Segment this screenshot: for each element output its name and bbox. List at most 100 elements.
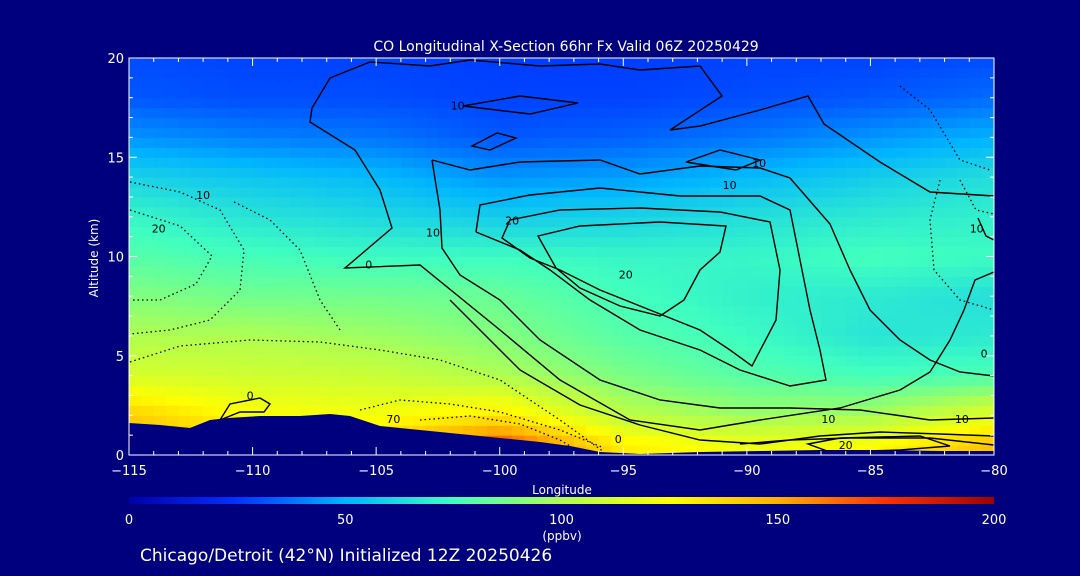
field-cell (981, 445, 994, 455)
field-cell (709, 177, 723, 188)
field-cell (783, 415, 797, 426)
field-cell (771, 385, 785, 396)
field-cell (821, 355, 834, 367)
field-cell (129, 296, 142, 307)
field-cell (166, 167, 180, 178)
field-cell (722, 256, 736, 267)
field-cell (339, 87, 353, 99)
field-cell (746, 67, 760, 79)
field-cell (969, 276, 983, 287)
field-cell (771, 147, 785, 158)
field-cell (845, 365, 859, 377)
field-cell (734, 266, 748, 277)
field-cell (524, 137, 538, 148)
field-cell (573, 365, 587, 377)
field-cell (462, 395, 476, 406)
field-cell (141, 296, 155, 307)
field-cell (339, 405, 353, 416)
field-cell (388, 187, 402, 198)
field-cell (944, 276, 958, 287)
field-cell (969, 196, 983, 208)
field-cell (722, 127, 736, 138)
field-cell (413, 415, 427, 426)
field-cell (487, 77, 501, 89)
field-cell (895, 355, 909, 367)
field-cell (215, 137, 229, 148)
field-cell (166, 375, 180, 387)
field-cell (425, 395, 439, 406)
field-cell (326, 306, 340, 317)
field-cell (277, 206, 291, 218)
field-cell (351, 375, 365, 387)
field-cell (821, 127, 834, 138)
field-cell (845, 296, 859, 307)
field-cell (956, 107, 970, 119)
field-cell (759, 345, 773, 357)
field-cell (685, 58, 699, 69)
field-cell (796, 256, 810, 267)
contour-line (462, 95, 579, 115)
field-cell (339, 58, 353, 69)
field-cell (400, 147, 414, 158)
field-cell (462, 117, 476, 129)
field-cell (536, 345, 550, 357)
field-cell (475, 67, 488, 79)
field-cell (351, 107, 365, 119)
field-cell (339, 216, 353, 228)
field-cell (561, 216, 575, 228)
field-cell (277, 216, 291, 228)
field-cell (425, 276, 439, 287)
field-cell (437, 187, 451, 198)
field-cell (549, 77, 563, 89)
field-cell (339, 385, 353, 396)
field-cell (252, 216, 266, 228)
field-cell (722, 216, 736, 228)
field-cell (252, 97, 266, 109)
field-cell (969, 206, 983, 218)
field-cell (314, 365, 328, 377)
field-cell (524, 97, 538, 109)
field-cell (561, 137, 575, 148)
field-cell (240, 355, 254, 367)
field-cell (808, 67, 822, 79)
field-cell (487, 167, 501, 178)
field-cell (190, 226, 204, 238)
field-cell (821, 147, 834, 158)
field-cell (808, 266, 822, 277)
field-cell (907, 445, 921, 455)
field-cell (919, 77, 933, 89)
field-cell (166, 385, 180, 396)
field-cell (932, 296, 946, 307)
field-cell (351, 355, 365, 367)
field-cell (648, 127, 661, 138)
field-cell (870, 177, 884, 188)
field-cell (722, 107, 736, 119)
field-cell (746, 345, 760, 357)
field-cell (610, 405, 624, 416)
field-cell (487, 326, 501, 337)
field-cell (858, 206, 872, 218)
field-cell (882, 97, 896, 109)
field-cell (907, 67, 921, 79)
field-cell (413, 236, 427, 248)
field-cell (759, 405, 773, 416)
field-cell (227, 77, 241, 89)
field-cell (499, 196, 513, 208)
field-cell (240, 306, 254, 317)
field-cell (722, 67, 736, 79)
field-cell (709, 127, 723, 138)
field-cell (808, 345, 822, 357)
field-cell (746, 127, 760, 138)
field-cell (870, 335, 884, 347)
field-cell (635, 405, 649, 416)
field-cell (215, 286, 229, 297)
field-cell (956, 67, 970, 79)
field-cell (400, 405, 414, 416)
field-cell (166, 107, 180, 119)
field-cell (586, 266, 600, 277)
field-cell (660, 345, 674, 357)
field-cell (264, 77, 278, 89)
field-cell (882, 117, 896, 129)
field-cell (129, 326, 142, 337)
field-cell (821, 415, 834, 426)
